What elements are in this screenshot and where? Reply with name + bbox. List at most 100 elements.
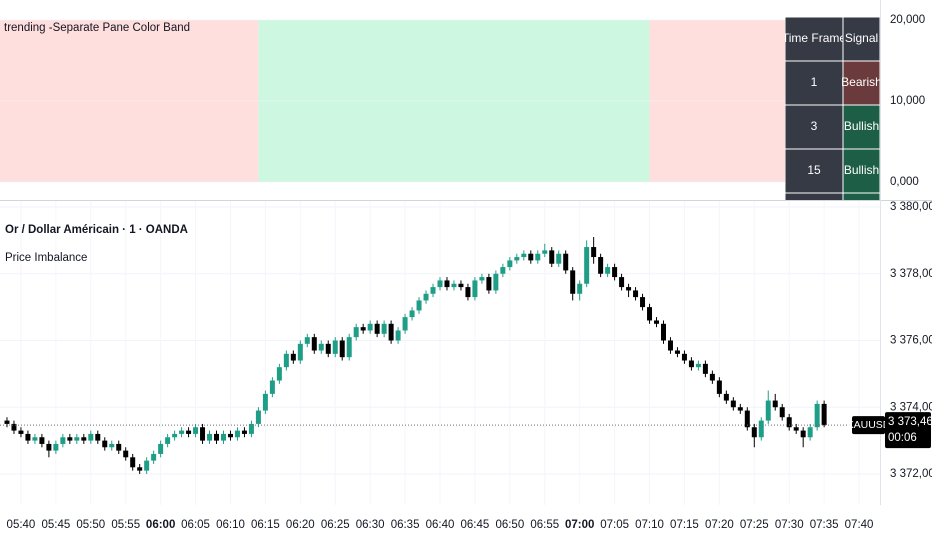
candle-body — [556, 253, 562, 264]
x-tick-label: 05:50 — [76, 519, 105, 531]
x-tick-label: 07:30 — [775, 519, 804, 531]
candle-body — [528, 253, 534, 261]
candle-body — [772, 400, 778, 408]
candle-body — [500, 267, 506, 274]
x-tick-label: 05:55 — [111, 519, 140, 531]
x-tick-label: 06:45 — [461, 519, 490, 531]
table-cell — [842, 60, 880, 106]
candle-body — [25, 433, 31, 441]
table-cell — [842, 104, 880, 150]
table-cell — [842, 16, 880, 62]
candle-body — [220, 433, 226, 441]
candle-body — [521, 253, 527, 258]
candle-body — [688, 360, 694, 368]
candle-body — [633, 290, 639, 298]
table-cell — [785, 60, 844, 106]
x-tick-label: 06:10 — [216, 519, 245, 531]
candle-body — [325, 343, 331, 354]
candle-body — [360, 327, 366, 331]
candle-body — [318, 343, 324, 351]
candle-body — [283, 353, 289, 368]
candle-body — [116, 443, 122, 451]
x-tick-label: 07:35 — [810, 519, 839, 531]
candle-body — [346, 337, 352, 358]
x-tick-label: 06:20 — [286, 519, 315, 531]
candle-body — [367, 323, 373, 331]
candle-body — [353, 327, 359, 338]
candle-body — [18, 430, 24, 434]
x-tick-label: 06:30 — [356, 519, 385, 531]
candle-body — [179, 430, 185, 434]
candle-body — [640, 297, 646, 308]
candle-body — [109, 443, 115, 448]
y-tick-label: 10,000 — [890, 95, 925, 107]
symbol-label: XAUUSD — [847, 419, 891, 431]
table-cell — [785, 192, 844, 200]
y-tick-label: 3 378,000 — [890, 268, 932, 280]
table-text: Bullish — [844, 163, 879, 177]
candle-body — [472, 280, 478, 298]
candle-body — [716, 380, 722, 394]
candle-body — [695, 363, 701, 368]
candle-body — [60, 437, 66, 444]
countdown-label: 00:06 — [888, 432, 917, 444]
candle-body — [269, 380, 275, 394]
candle-body — [660, 323, 666, 341]
candle-body — [612, 267, 618, 278]
candle-body — [765, 400, 771, 421]
candle-body — [479, 277, 485, 281]
table-cell — [785, 16, 844, 62]
x-tick-label: 05:45 — [41, 519, 70, 531]
candle-body — [416, 300, 422, 311]
candle-body — [821, 403, 827, 426]
x-tick-label: 06:40 — [426, 519, 455, 531]
x-tick-label: 06:25 — [321, 519, 350, 531]
y-tick-label: 0,000 — [890, 176, 919, 188]
candle-body — [598, 257, 604, 274]
y-tick-label: 3 374,000 — [890, 401, 932, 413]
candle-body — [814, 403, 820, 428]
candle-body — [165, 437, 171, 444]
candle-body — [549, 250, 555, 264]
price-layer — [0, 201, 880, 505]
x-tick-label: 06:55 — [530, 519, 559, 531]
candle-body — [339, 340, 345, 358]
candle-body — [654, 320, 660, 324]
candle-body — [395, 330, 401, 341]
candle-body — [402, 317, 408, 331]
candle-body — [4, 420, 10, 424]
x-tick-label: 07:00 — [565, 519, 594, 531]
candle-body — [137, 467, 143, 471]
candle-body — [779, 407, 785, 418]
candle-body — [584, 247, 590, 284]
candle-body — [74, 437, 80, 441]
candle-body — [758, 420, 764, 438]
price-box — [885, 412, 931, 449]
pane-title: trending -Separate Pane Color Band — [4, 22, 190, 34]
table-text: Signal — [845, 31, 878, 45]
candle-body — [255, 410, 261, 424]
table-text: 1 — [811, 75, 818, 89]
x-tick-label: 07:10 — [635, 519, 664, 531]
candle-body — [730, 400, 736, 408]
candle-body — [430, 287, 436, 294]
candle-body — [800, 430, 806, 438]
candle-body — [297, 343, 303, 361]
candle-body — [807, 427, 813, 438]
indicator-name: Price Imbalance — [5, 252, 87, 264]
candle-body — [214, 433, 220, 441]
x-tick-label: 06:50 — [495, 519, 524, 531]
candle-body — [486, 277, 492, 291]
candle-body — [709, 373, 715, 381]
candle-body — [381, 323, 387, 334]
candle-body — [311, 337, 317, 351]
candle-body — [535, 253, 541, 261]
candle-body — [290, 353, 296, 361]
x-tick-label: 06:05 — [181, 519, 210, 531]
candle-body — [451, 283, 457, 288]
candle-body — [130, 457, 136, 468]
candle-body — [605, 267, 611, 274]
